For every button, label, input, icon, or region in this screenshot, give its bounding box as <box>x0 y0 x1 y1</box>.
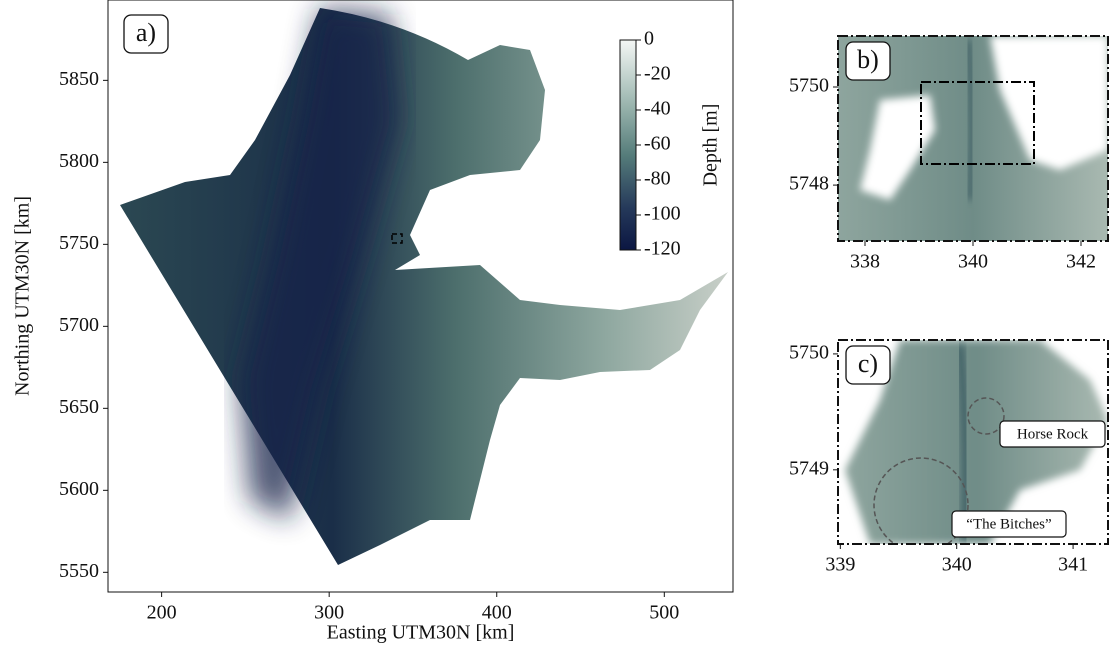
colorbar-tick-label: -80 <box>644 168 671 190</box>
annotation: Horse Rock <box>1017 426 1089 442</box>
axes-frame <box>837 35 1109 242</box>
x-tick-label: 338 <box>850 251 880 273</box>
colorbar-tick-label: -60 <box>644 133 671 155</box>
x-tick-label: 300 <box>314 602 344 624</box>
y-tick-label: 5550 <box>59 560 99 582</box>
panel-label-box <box>845 345 891 385</box>
x-tick-label: 340 <box>942 554 972 576</box>
y-tick-label: 5700 <box>59 314 99 336</box>
y-tick-label: 5750 <box>59 232 99 254</box>
y-tick-label: 5750 <box>789 75 829 97</box>
y-tick-label: 5600 <box>59 478 99 500</box>
axes-frame <box>107 0 734 593</box>
x-tick-label: 339 <box>825 554 855 576</box>
annotation: “The Bitches” <box>966 516 1051 532</box>
x-tick-label: 340 <box>958 251 988 273</box>
annotation-box <box>999 420 1106 448</box>
axes-frame <box>837 339 1109 545</box>
x-tick-label: 341 <box>1058 554 1088 576</box>
colorbar-tick-label: 0 <box>644 28 654 50</box>
colorbar-tick-label: -120 <box>644 238 681 260</box>
annotation-box <box>951 510 1067 538</box>
colorbar <box>619 39 637 251</box>
y-tick-label: 5748 <box>789 173 829 195</box>
panel-label-box <box>845 41 891 81</box>
colorbar-tick-label: -100 <box>644 203 681 225</box>
x-tick-label: 200 <box>147 602 177 624</box>
y-tick-label: 5749 <box>789 457 829 479</box>
x-axis-label: Easting UTM30N [km] <box>327 622 515 644</box>
colorbar-label: Depth [m] <box>700 104 722 187</box>
x-tick-label: 500 <box>649 602 679 624</box>
y-tick-label: 5800 <box>59 150 99 172</box>
colorbar-tick-label: -40 <box>644 98 671 120</box>
map-a <box>120 8 728 565</box>
panel-label: c) <box>858 349 878 378</box>
y-tick-label: 5750 <box>789 342 829 364</box>
x-tick-label: 400 <box>482 602 512 624</box>
x-tick-label: 342 <box>1066 251 1096 273</box>
y-tick-label: 5650 <box>59 396 99 418</box>
y-tick-label: 5850 <box>59 68 99 90</box>
y-axis-label: Northing UTM30N [km] <box>12 196 34 396</box>
panel-label: b) <box>857 45 879 74</box>
colorbar-tick-label: -20 <box>644 63 671 85</box>
panel-label-box <box>123 14 169 54</box>
panel-label: a) <box>136 18 156 47</box>
